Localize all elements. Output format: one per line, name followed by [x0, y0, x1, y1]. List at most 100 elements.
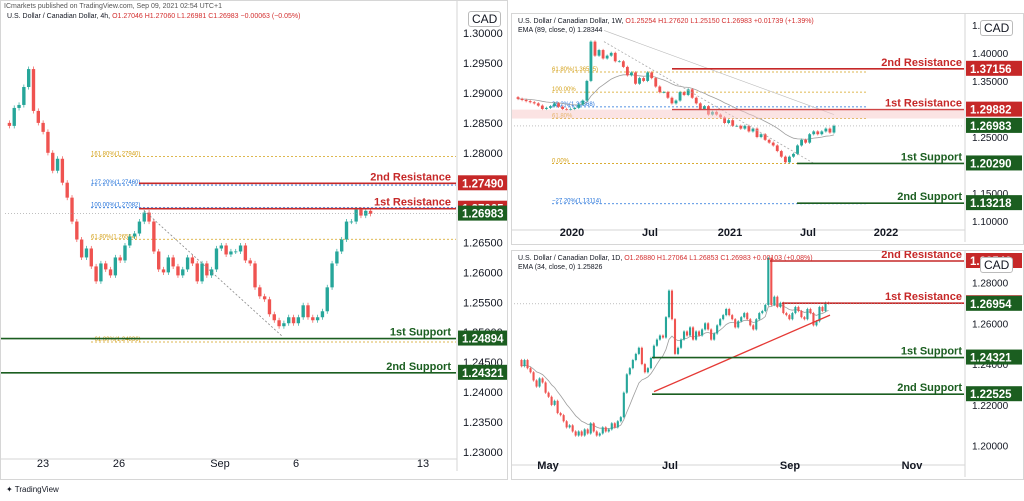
price-tag: [966, 155, 1022, 171]
candle-body: [51, 152, 55, 171]
level-name: 1st Support: [901, 346, 962, 358]
candle-body: [686, 89, 690, 95]
candle-body: [568, 425, 571, 428]
candle-body: [818, 306, 821, 322]
candle-body: [747, 125, 751, 132]
y-tick-label: 1.23500: [463, 417, 503, 429]
candle-body: [628, 368, 631, 375]
candle-body: [565, 421, 568, 428]
y-tick-label: 1.35000: [972, 77, 1009, 88]
x-tick-label: May: [537, 460, 559, 472]
fib-level-label: 161.80%(1.27940): [91, 151, 140, 157]
currency-badge: CAD: [468, 11, 502, 27]
candle-body: [123, 245, 127, 261]
ema-label: EMA (89, close, 0) 1.28344: [518, 27, 603, 34]
y-tick-label: 1.22000: [972, 401, 1009, 412]
candle-body: [540, 105, 544, 109]
candle-body: [538, 378, 541, 387]
candle-body: [113, 257, 118, 276]
candle-body: [773, 296, 776, 305]
candle-body: [89, 248, 93, 267]
candle-body: [325, 287, 329, 312]
downtrend-line: [603, 30, 835, 115]
candle-body: [258, 287, 262, 297]
ema-label: EMA (34, close, 0) 1.25826: [518, 264, 603, 271]
candle-body: [694, 97, 698, 104]
candle-body: [7, 122, 12, 126]
candle-body: [674, 100, 678, 104]
candle-body: [607, 429, 610, 432]
candle-body: [776, 296, 779, 307]
price-tag-label: 1.22525: [970, 389, 1012, 401]
candle-body: [94, 266, 98, 282]
candle-body: [234, 251, 238, 253]
x-tick-label: Jul: [642, 227, 658, 239]
candle-body: [523, 360, 526, 367]
x-tick-label: 26: [113, 458, 125, 470]
candle-body: [253, 263, 257, 288]
candle-body: [775, 145, 779, 152]
candle-body: [556, 400, 559, 414]
uptrend-line: [653, 314, 831, 393]
price-chart-4h[interactable]: 1.300001.295001.290001.285001.280001.275…: [1, 1, 508, 480]
candle-body: [549, 106, 552, 108]
chart-panel-1w: U.S. Dollar / Canadian Dollar, 1W, O1.25…: [511, 13, 1024, 245]
candle-body: [666, 92, 670, 98]
candle-body: [682, 92, 686, 95]
candle-body: [832, 125, 836, 133]
candle-body: [661, 335, 665, 338]
fib-level-label: 100.00%: [552, 87, 576, 93]
price-chart-1d[interactable]: 1.28000 1.26000 1.24000 1.22000 1.20000 May Ju…: [512, 251, 1024, 480]
candle-body: [751, 128, 755, 132]
candle-body: [583, 429, 586, 436]
candle-body: [761, 311, 764, 314]
candle-body: [364, 210, 368, 216]
candle-body: [824, 302, 827, 312]
candle-body: [589, 423, 592, 434]
candle-body: [349, 221, 354, 223]
candle-body: [767, 139, 771, 143]
candle-body: [808, 134, 812, 143]
price-tag-label: 1.24321: [970, 353, 1012, 365]
candle-body: [22, 87, 26, 105]
y-tick-label: 1.28500: [463, 118, 503, 130]
tradingview-logo-icon: ✦: [6, 485, 15, 494]
candle-body: [824, 128, 828, 132]
candle-body: [593, 41, 597, 56]
candle-body: [804, 139, 808, 143]
price-tag-label: 1.13218: [970, 198, 1012, 210]
candle-body: [771, 142, 775, 146]
candle-body: [642, 78, 646, 81]
y-tick-label: 1.28000: [463, 148, 503, 160]
candle-body: [755, 319, 758, 330]
candle-body: [638, 78, 641, 84]
level-name: 2nd Support: [386, 361, 451, 373]
level-name: 1st Support: [901, 151, 962, 163]
candle-body: [561, 106, 564, 109]
candle-body: [692, 327, 695, 340]
price-tag: [458, 205, 507, 221]
candle-body: [557, 103, 560, 107]
candle-body: [791, 313, 794, 320]
price-tag: [966, 349, 1022, 365]
level-name: 1st Resistance: [885, 291, 962, 303]
candle-body: [601, 50, 605, 59]
candle-body: [794, 306, 797, 314]
candle-body: [634, 72, 637, 84]
candle-body: [195, 263, 199, 282]
candle-body: [571, 425, 574, 432]
price-tag: [966, 117, 1022, 133]
candle-body: [749, 319, 752, 326]
x-tick-label: Nov: [902, 460, 924, 472]
candle-body: [643, 364, 646, 373]
candle-body: [800, 311, 803, 318]
candle-body: [529, 368, 532, 373]
candle-body: [185, 257, 190, 270]
x-tick-label: 23: [37, 458, 49, 470]
price-chart-1w[interactable]: 1.450001.400001.350001.300001.250001.200…: [512, 14, 1024, 245]
y-tick-label: 1.20000: [972, 442, 1009, 453]
candle-body: [782, 302, 785, 314]
candle-body: [31, 69, 36, 111]
fib-level-label: 127.20%(1.27460): [91, 180, 140, 186]
level-name: 2nd Support: [897, 382, 962, 394]
